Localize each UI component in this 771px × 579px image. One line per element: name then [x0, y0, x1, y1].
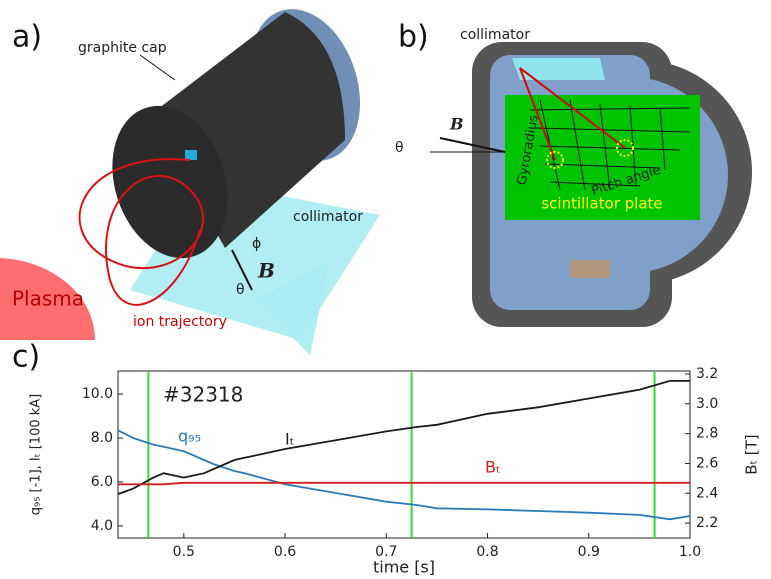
- series-line: [118, 430, 690, 519]
- label: collimator: [293, 209, 363, 225]
- x-tick-label: 1.0: [679, 544, 701, 560]
- collimator-block: [512, 58, 605, 80]
- label: graphite cap: [78, 40, 167, 56]
- series-label: Iₜ: [285, 430, 294, 449]
- x-axis-label: time [s]: [373, 558, 435, 577]
- figure: a) graphite cap collimator Plasma ion tr…: [0, 0, 771, 579]
- panel-a: a) graphite cap collimator Plasma ion tr…: [0, 0, 380, 355]
- y2-tick-label: 2.2: [696, 515, 718, 531]
- annotation: #32318: [163, 383, 243, 407]
- y2-tick-label: 2.4: [696, 485, 718, 501]
- label: scintillator plate: [541, 195, 662, 213]
- connector: [570, 260, 610, 278]
- series-label: Bₜ: [485, 458, 501, 477]
- y-axis-label: q₉₅ [-1], Iₜ [100 kA]: [29, 394, 44, 516]
- label: θ: [395, 140, 404, 156]
- label: B: [449, 115, 464, 134]
- label: θ: [236, 282, 245, 298]
- leader: [140, 55, 175, 80]
- aperture: [185, 150, 197, 160]
- x-tick-label: 0.9: [578, 544, 600, 560]
- x-tick-label: 0.8: [476, 544, 498, 560]
- panel-label: c): [12, 340, 40, 375]
- x-tick-label: 0.5: [173, 544, 195, 560]
- label: Plasma: [12, 287, 84, 311]
- panel-label: a): [12, 20, 42, 55]
- panel-label: b): [398, 20, 429, 55]
- series-line: [118, 483, 690, 485]
- series-label: q₉₅: [178, 427, 201, 446]
- panel-b: b) collimator B θ Gyroradius Pitch angle…: [395, 20, 752, 328]
- y2-axis-label: Bₜ [T]: [743, 434, 761, 474]
- y-tick-label: 8.0: [91, 430, 113, 446]
- y-tick-label: 10.0: [82, 386, 113, 402]
- x-tick-label: 0.6: [274, 544, 296, 560]
- label: ion trajectory: [133, 314, 227, 330]
- y2-tick-label: 3.2: [696, 366, 718, 382]
- label: B: [257, 259, 275, 283]
- y-tick-label: 6.0: [91, 474, 113, 490]
- y2-tick-label: 2.8: [696, 426, 718, 442]
- y2-tick-label: 2.6: [696, 455, 718, 471]
- y-tick-label: 4.0: [91, 518, 113, 534]
- y2-tick-label: 3.0: [696, 396, 718, 412]
- label: ϕ: [252, 236, 261, 252]
- label: collimator: [460, 27, 530, 43]
